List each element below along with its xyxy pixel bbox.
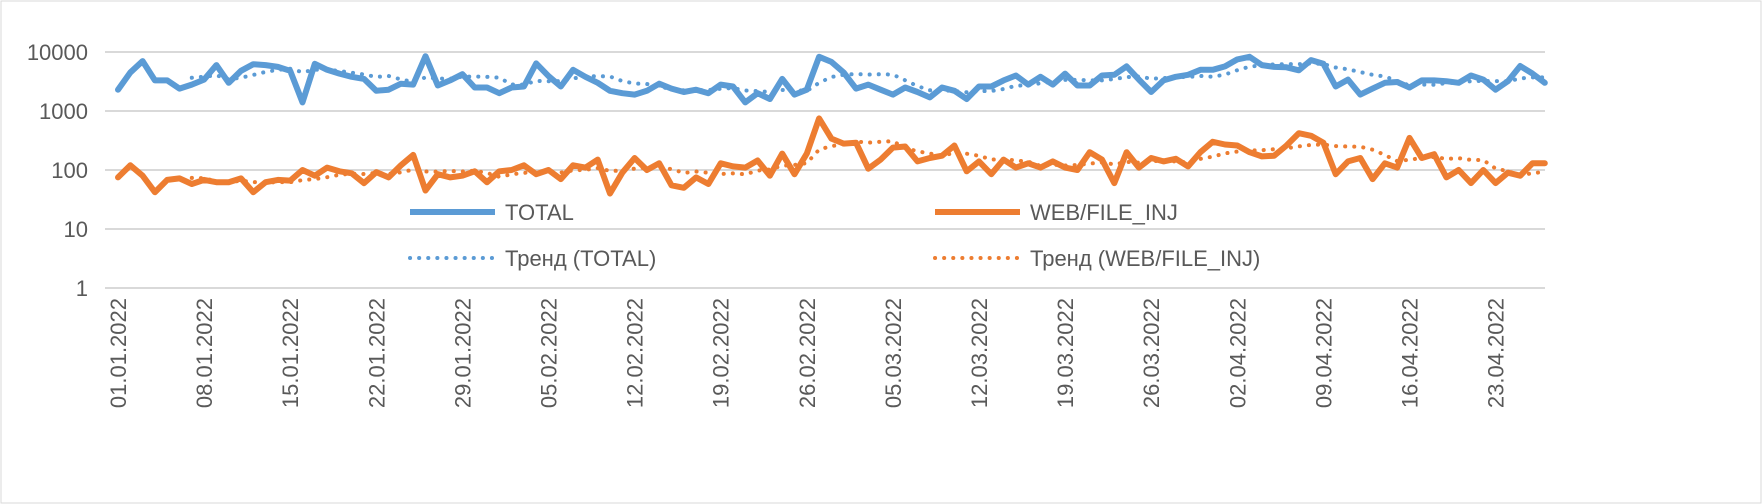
x-tick-label: 29.01.2022 [450,298,475,408]
x-tick-label: 05.03.2022 [881,298,906,408]
x-tick-label: 09.04.2022 [1311,298,1336,408]
y-tick-label: 10000 [27,40,88,65]
legend-label-trend-total: Тренд (TOTAL) [505,246,656,271]
y-tick-label: 1 [76,276,88,301]
x-tick-label: 16.04.2022 [1398,298,1423,408]
x-tick-label: 19.02.2022 [709,298,734,408]
x-tick-label: 19.03.2022 [1053,298,1078,408]
x-tick-label: 15.01.2022 [278,298,303,408]
y-tick-label: 1000 [39,99,88,124]
x-tick-label: 05.02.2022 [537,298,562,408]
x-tick-label: 26.02.2022 [795,298,820,408]
legend-label-total: TOTAL [505,200,574,225]
legend-label-trend-web: Тренд (WEB/FILE_INJ) [1030,246,1260,271]
x-tick-label: 08.01.2022 [192,298,217,408]
x-tick-label: 22.01.2022 [364,298,389,408]
legend-label-web: WEB/FILE_INJ [1030,200,1178,225]
y-tick-label: 10 [64,217,88,242]
x-tick-label: 26.03.2022 [1139,298,1164,408]
x-tick-label: 23.04.2022 [1484,298,1509,408]
x-tick-label: 01.01.2022 [106,298,131,408]
x-tick-label: 12.02.2022 [623,298,648,408]
x-tick-label: 02.04.2022 [1225,298,1250,408]
legend: TOTAL WEB/FILE_INJ Тренд (TOTAL) Тренд (… [408,200,1260,271]
x-tick-label: 12.03.2022 [967,298,992,408]
y-tick-label: 100 [51,158,88,183]
